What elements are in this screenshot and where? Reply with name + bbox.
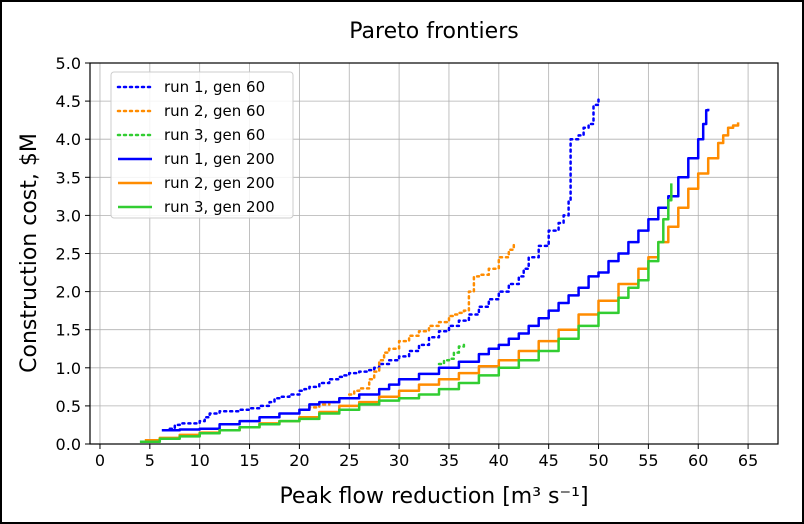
series-line-1: [168, 98, 600, 431]
x-tick-label: 50: [588, 451, 608, 470]
x-tick-label: 10: [190, 451, 210, 470]
series-line-4: [161, 108, 710, 432]
series-layer: [139, 98, 740, 443]
x-tick-label: 0: [95, 451, 105, 470]
legend-label-6: run 3, gen 200: [164, 198, 275, 216]
y-tick-label: 2.5: [56, 245, 81, 264]
y-axis-label: Construction cost, $M: [17, 133, 42, 373]
y-tick-label: 2.0: [56, 283, 81, 302]
legend-box: [110, 71, 294, 219]
series-line-6: [139, 183, 673, 443]
legend-label-2: run 2, gen 60: [164, 102, 265, 120]
x-tick-label: 30: [389, 451, 409, 470]
y-tick-label: 0.0: [56, 435, 81, 454]
x-axis-label: Peak flow reduction [m³ s⁻¹]: [279, 484, 588, 509]
x-tick-label: 15: [239, 451, 259, 470]
y-tick-label: 3.5: [56, 168, 81, 187]
x-tick-label: 60: [688, 451, 708, 470]
x-tick-label: 45: [538, 451, 558, 470]
series-line-3: [437, 339, 466, 366]
legend-label-5: run 2, gen 200: [164, 174, 275, 192]
legend: run 1, gen 60 run 2, gen 60 run 3, gen 60 r…: [110, 71, 294, 219]
x-tick-label: 35: [439, 451, 459, 470]
x-tick-label: 20: [289, 451, 309, 470]
legend-label-1: run 1, gen 60: [164, 78, 265, 96]
x-tick-label: 65: [738, 451, 758, 470]
y-tick-label: 1.5: [56, 321, 81, 340]
x-tick-label: 55: [638, 451, 658, 470]
y-tick-label: 0.5: [56, 397, 81, 416]
y-ticks: 0.0 0.5 1.0 1.5 2.0 2.5 3.0 3.5 4.0 4.5 5.0: [56, 54, 90, 454]
y-tick-label: 1.0: [56, 359, 81, 378]
y-tick-label: 4.5: [56, 92, 81, 111]
series-line-2: [303, 240, 516, 411]
legend-label-4: run 1, gen 200: [164, 150, 275, 168]
x-tick-label: 40: [489, 451, 509, 470]
y-tick-label: 3.0: [56, 206, 81, 225]
x-tick-label: 25: [339, 451, 359, 470]
y-tick-label: 4.0: [56, 130, 81, 149]
legend-label-3: run 3, gen 60: [164, 126, 265, 144]
x-ticks: 0 5 10 15 20 25 30 35 40 45 50 55 60 65: [95, 444, 758, 470]
chart-title: Pareto frontiers: [349, 19, 518, 44]
y-tick-label: 5.0: [56, 54, 81, 73]
x-tick-label: 5: [145, 451, 155, 470]
